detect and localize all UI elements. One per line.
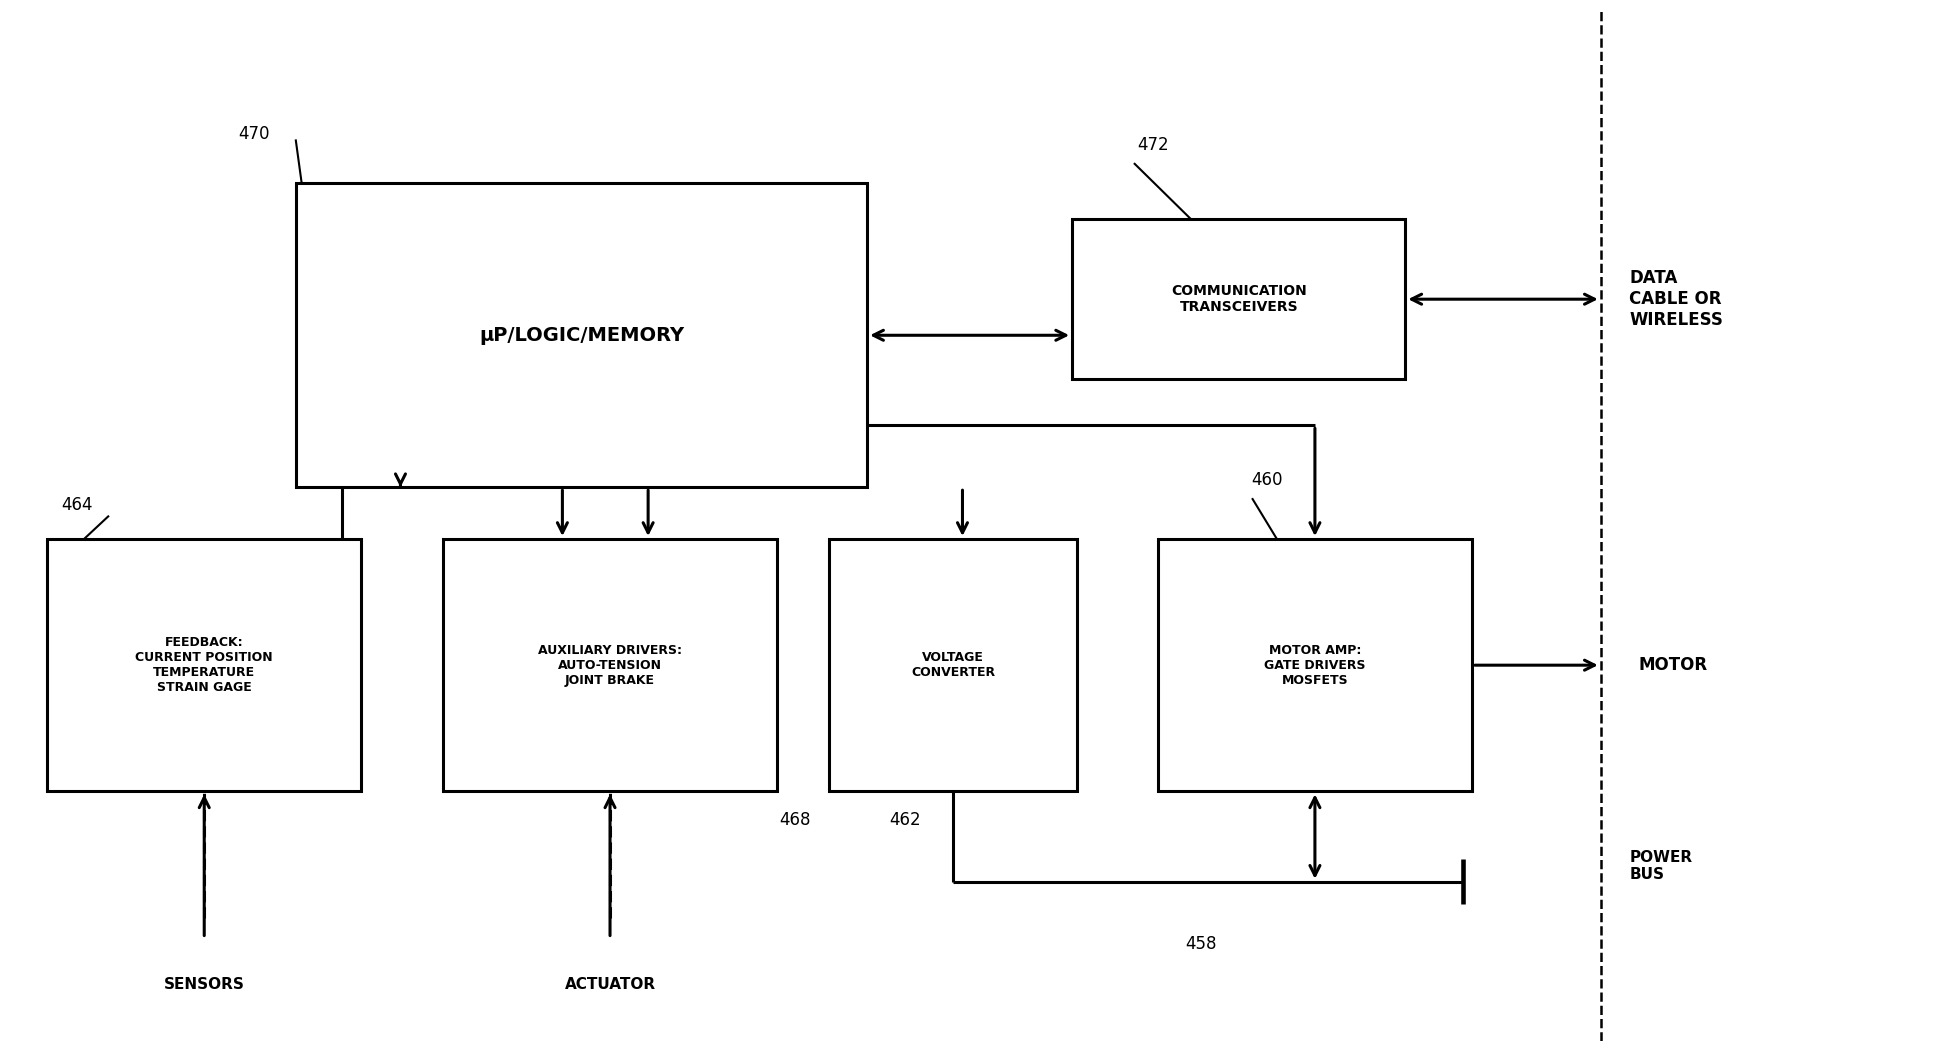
Bar <box>47 539 362 791</box>
Text: 460: 460 <box>1252 470 1283 488</box>
Text: 472: 472 <box>1137 136 1168 154</box>
Text: 468: 468 <box>780 811 811 829</box>
Text: MOTOR: MOTOR <box>1639 656 1709 674</box>
Text: VOLTAGE
CONVERTER: VOLTAGE CONVERTER <box>912 651 995 680</box>
Text: DATA
CABLE OR
WIRELESS: DATA CABLE OR WIRELESS <box>1629 269 1722 329</box>
Text: POWER
BUS: POWER BUS <box>1629 850 1693 883</box>
Text: AUXILIARY DRIVERS:
AUTO-TENSION
JOINT BRAKE: AUXILIARY DRIVERS: AUTO-TENSION JOINT BR… <box>538 644 682 687</box>
Text: FEEDBACK:
CURRENT POSITION
TEMPERATURE
STRAIN GAGE: FEEDBACK: CURRENT POSITION TEMPERATURE S… <box>136 636 272 694</box>
Text: 462: 462 <box>890 811 921 829</box>
Bar <box>828 539 1077 791</box>
Text: MOTOR AMP:
GATE DRIVERS
MOSFETS: MOTOR AMP: GATE DRIVERS MOSFETS <box>1264 644 1367 687</box>
Text: 470: 470 <box>239 125 270 143</box>
Text: SENSORS: SENSORS <box>163 977 245 992</box>
Text: ACTUATOR: ACTUATOR <box>564 977 655 992</box>
Text: μP/LOGIC/MEMORY: μP/LOGIC/MEMORY <box>478 326 684 345</box>
Bar <box>295 183 867 487</box>
Text: COMMUNICATION
TRANSCEIVERS: COMMUNICATION TRANSCEIVERS <box>1170 284 1306 315</box>
Text: 458: 458 <box>1184 934 1217 952</box>
Bar <box>1159 539 1472 791</box>
Text: 464: 464 <box>62 497 93 514</box>
Bar <box>1071 219 1406 379</box>
Bar <box>443 539 778 791</box>
